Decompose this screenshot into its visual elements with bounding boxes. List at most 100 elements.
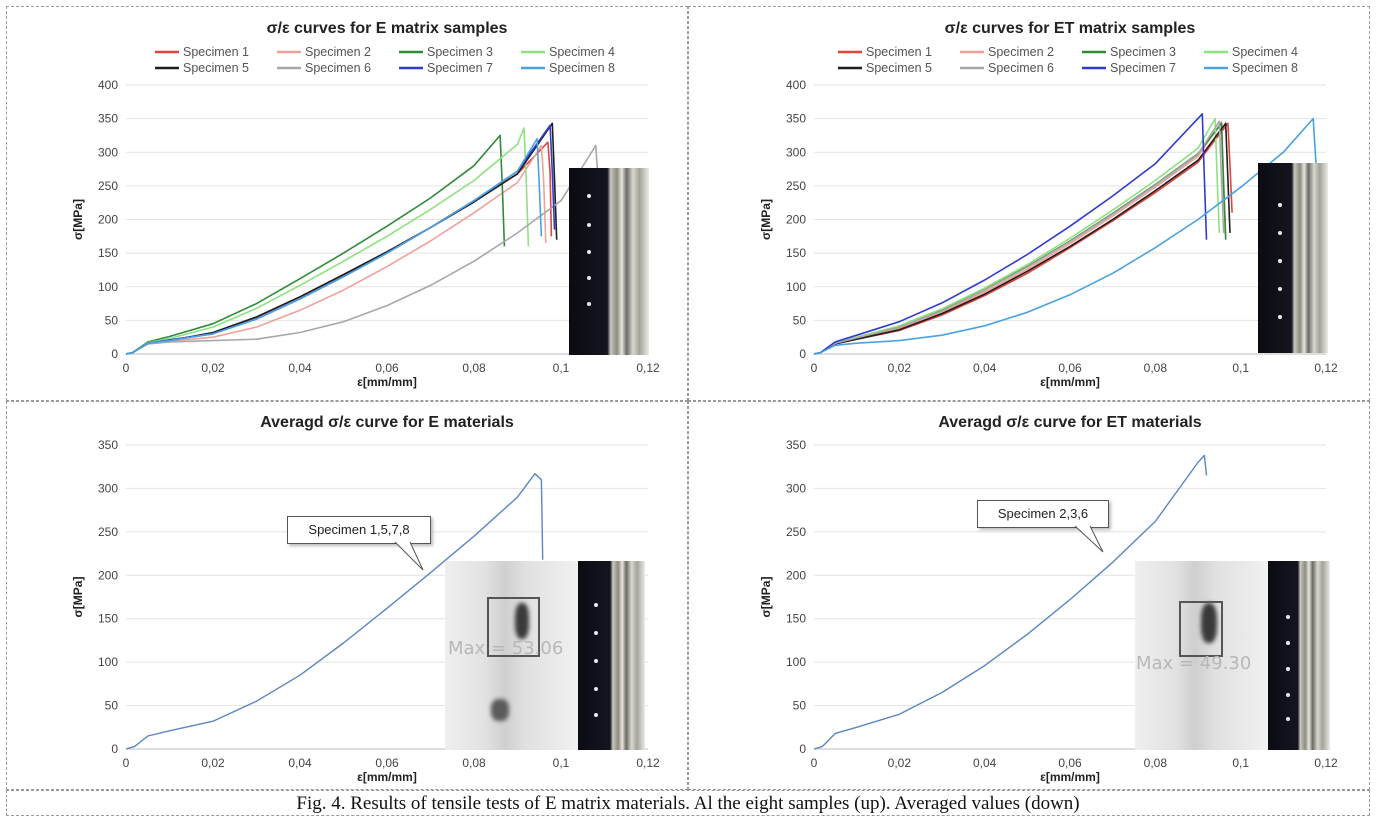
y-tick-label: 50 [105, 699, 119, 713]
y-tick-label: 0 [111, 347, 118, 361]
legend-label: Specimen 1 [183, 45, 249, 59]
y-tick-label: 300 [786, 481, 806, 495]
y-tick-label: 0 [799, 742, 806, 756]
legend-label: Specimen 8 [549, 61, 615, 75]
y-axis-label: σ[MPa] [71, 577, 85, 618]
series-line-3 [125, 134, 506, 355]
x-tick-label: 0,08 [1144, 756, 1168, 770]
frame-top-right [688, 6, 1370, 401]
y-tick-label: 250 [786, 525, 806, 539]
specimen-photo-e [569, 168, 649, 355]
y-tick-label: 200 [786, 213, 806, 227]
marker-dot [587, 250, 591, 254]
legend-label: Specimen 2 [305, 45, 371, 59]
series-line-4 [125, 127, 530, 355]
x-tick-label: 0,02 [201, 756, 225, 770]
y-axis-label: σ[MPa] [759, 199, 773, 240]
y-tick-label: 200 [786, 568, 806, 582]
legend-label: Specimen 2 [988, 45, 1054, 59]
marker-dot [594, 659, 598, 663]
marker-dot [1278, 231, 1282, 235]
x-axis-label: ε[mm/mm] [357, 770, 417, 784]
strain-max-label-et: Max = 49.30 [1136, 653, 1252, 674]
y-tick-label: 50 [105, 313, 119, 327]
chart-panel-et-samples: σ/ε curves for ET matrix samples 0 50 100 15… [740, 8, 1362, 400]
x-tick-label: 0,1 [1232, 756, 1249, 770]
x-tick-label: 0,08 [1144, 361, 1168, 375]
chart-title: Averagd σ/ε curve for ET materials [938, 414, 1201, 431]
x-tick-label: 0,06 [1058, 361, 1082, 375]
y-tick-label: 100 [98, 280, 118, 294]
x-tick-label: 0,04 [973, 361, 997, 375]
x-tick-label: 0,08 [462, 361, 486, 375]
legend-label: Specimen 3 [427, 45, 493, 59]
x-tick-label: 0,08 [462, 756, 486, 770]
callout-et-text: Specimen 2,3,6 [997, 506, 1089, 521]
series-line-6 [813, 120, 1225, 355]
series-line-8 [125, 138, 543, 355]
marker-dot [594, 631, 598, 635]
legend-label: Specimen 4 [1232, 45, 1298, 59]
chart-et-samples: σ/ε curves for ET matrix samples 0 50 100 15… [759, 20, 1338, 389]
strain-hotspot [515, 603, 529, 639]
y-axis-label: σ[MPa] [759, 577, 773, 618]
y-tick-label: 150 [98, 612, 118, 626]
x-tick-label: 0,12 [1314, 756, 1338, 770]
roi-box [1179, 601, 1223, 657]
specimen-photo-e-avg [578, 561, 645, 750]
marker-dot [587, 276, 591, 280]
x-tick-label: 0,06 [375, 756, 399, 770]
series-line-5 [813, 122, 1231, 355]
y-tick-label: 350 [98, 112, 118, 126]
marker-dot [1278, 203, 1282, 207]
x-tick-label: 0 [123, 361, 130, 375]
marker-dot [1286, 693, 1290, 697]
callout-e-text: Specimen 1,5,7,8 [308, 522, 410, 537]
y-tick-label: 200 [98, 213, 118, 227]
y-tick-label: 250 [98, 525, 118, 539]
x-tick-label: 0,02 [888, 361, 912, 375]
strain-max-label-e: Max = 53.06 [448, 638, 564, 659]
chart-title: σ/ε curves for E matrix samples [267, 20, 508, 37]
chart-e-samples: σ/ε curves for E matrix samples 0 50 100 150… [71, 20, 660, 389]
chart-title: Averagd σ/ε curve for E materials [260, 414, 514, 431]
y-tick-label: 0 [799, 347, 806, 361]
y-tick-label: 150 [786, 612, 806, 626]
x-axis-label: ε[mm/mm] [1040, 770, 1100, 784]
legend-label: Specimen 7 [427, 61, 493, 75]
y-tick-label: 150 [98, 246, 118, 260]
y-tick-label: 250 [98, 179, 118, 193]
specimen-photo-et [1258, 163, 1328, 353]
strain-hotspot [1201, 603, 1217, 643]
x-tick-label: 0,04 [288, 756, 312, 770]
x-tick-label: 0,1 [1232, 361, 1249, 375]
legend-label: Specimen 1 [866, 45, 932, 59]
marker-dot [1278, 315, 1282, 319]
x-tick-label: 0,12 [636, 361, 660, 375]
marker-dot [1286, 641, 1290, 645]
x-tick-label: 0,12 [1314, 361, 1338, 375]
y-tick-label: 100 [786, 655, 806, 669]
legend-label: Specimen 7 [1110, 61, 1176, 75]
x-tick-label: 0,06 [375, 361, 399, 375]
y-tick-label: 350 [98, 438, 118, 452]
x-tick-label: 0,06 [1058, 756, 1082, 770]
legend-label: Specimen 6 [305, 61, 371, 75]
specimen-photo-et-avg [1268, 561, 1330, 750]
y-tick-label: 300 [98, 481, 118, 495]
legend-label: Specimen 4 [549, 45, 615, 59]
x-tick-label: 0,04 [288, 361, 312, 375]
y-tick-label: 0 [111, 742, 118, 756]
y-tick-label: 100 [98, 655, 118, 669]
series-line-8 [813, 117, 1319, 355]
frame-caption [6, 790, 1370, 816]
y-tick-label: 350 [786, 112, 806, 126]
marker-dot [587, 194, 591, 198]
x-axis-label: ε[mm/mm] [1040, 375, 1100, 389]
marker-dot [587, 302, 591, 306]
strain-map-et [1135, 561, 1268, 750]
chart-title: σ/ε curves for ET matrix samples [945, 20, 1196, 37]
marker-dot [1286, 717, 1290, 721]
